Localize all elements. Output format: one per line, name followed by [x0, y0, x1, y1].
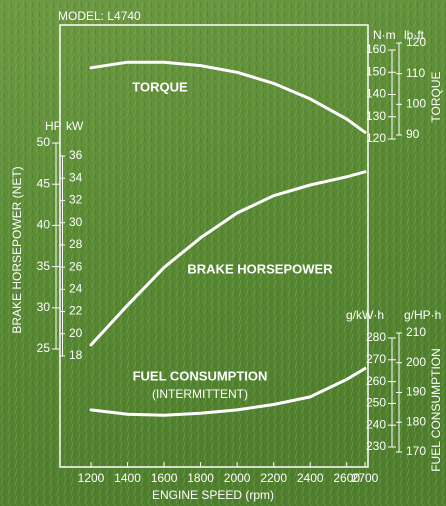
y-tick-label: 270 — [366, 352, 386, 366]
series-label: TORQUE — [132, 79, 188, 94]
y-tick-label: 35 — [37, 259, 51, 273]
y-tick-label: 40 — [37, 218, 51, 232]
x-tick-label: 1600 — [151, 471, 178, 485]
y-tick-label: 30 — [37, 300, 51, 314]
axis-title: TORQUE — [429, 71, 443, 122]
y-tick-label: 32 — [69, 193, 83, 207]
y-tick-label: 210 — [406, 325, 426, 339]
y-tick-label: 45 — [37, 176, 51, 190]
y-tick-label: 190 — [406, 385, 426, 399]
axis-unit: g/HP·h — [404, 308, 441, 322]
y-tick-label: 200 — [406, 355, 426, 369]
y-tick-label: 130 — [366, 109, 386, 123]
y-tick-label: 30 — [69, 215, 83, 229]
y-tick-label: 150 — [366, 64, 386, 78]
axis-title: FUEL CONSUMPTION — [429, 348, 443, 472]
y-tick-label: 26 — [69, 259, 83, 273]
y-tick-label: 280 — [366, 330, 386, 344]
y-tick-label: 250 — [366, 396, 386, 410]
x-tick-label: 2400 — [297, 471, 324, 485]
y-tick-label: 120 — [366, 131, 386, 145]
y-tick-label: 160 — [366, 42, 386, 56]
y-tick-label: 18 — [69, 348, 83, 362]
y-tick-label: 36 — [69, 148, 83, 162]
y-tick-label: 90 — [406, 127, 420, 141]
y-tick-label: 28 — [69, 237, 83, 251]
axis-title: BRAKE HORSEPOWER (NET) — [10, 166, 24, 333]
series-sublabel: (INTERMITTENT) — [152, 387, 248, 401]
x-tick-label: 1800 — [187, 471, 214, 485]
y-tick-label: 260 — [366, 374, 386, 388]
page: MODEL: L4740 ENGINE SPEED (rpm) HP BRAKE … — [0, 0, 446, 506]
chart-title: MODEL: L4740 — [58, 9, 141, 23]
y-tick-label: 140 — [366, 87, 386, 101]
y-tick-label: 20 — [69, 326, 83, 340]
series-label: FUEL CONSUMPTION — [133, 368, 268, 383]
y-tick-label: 110 — [406, 66, 425, 80]
y-tick-label: 120 — [406, 35, 426, 49]
axis-unit: kW — [66, 119, 84, 133]
y-tick-label: 22 — [69, 304, 83, 318]
series-label: BRAKE HORSEPOWER — [187, 261, 333, 276]
x-tick-label: 2200 — [260, 471, 287, 485]
x-axis-title: ENGINE SPEED (rpm) — [152, 488, 274, 502]
y-tick-label: 24 — [69, 282, 83, 296]
axis-unit: N·m — [373, 28, 396, 42]
x-tick-label: 1400 — [114, 471, 141, 485]
y-tick-label: 240 — [366, 417, 386, 431]
x-tick-label: 1200 — [78, 471, 105, 485]
y-tick-label: 34 — [69, 170, 83, 184]
y-tick-label: 170 — [406, 444, 426, 458]
x-tick-label: 2000 — [224, 471, 251, 485]
chart: MODEL: L4740 ENGINE SPEED (rpm) HP BRAKE … — [0, 0, 446, 506]
axis-unit: HP — [45, 119, 62, 133]
y-tick-label: 180 — [406, 414, 426, 428]
x-tick-label: 2700 — [352, 471, 379, 485]
y-tick-label: 100 — [406, 97, 426, 111]
y-tick-label: 50 — [37, 135, 51, 149]
y-tick-label: 25 — [37, 341, 51, 355]
y-tick-label: 230 — [366, 439, 386, 453]
axis-unit: g/kW·h — [346, 308, 384, 322]
